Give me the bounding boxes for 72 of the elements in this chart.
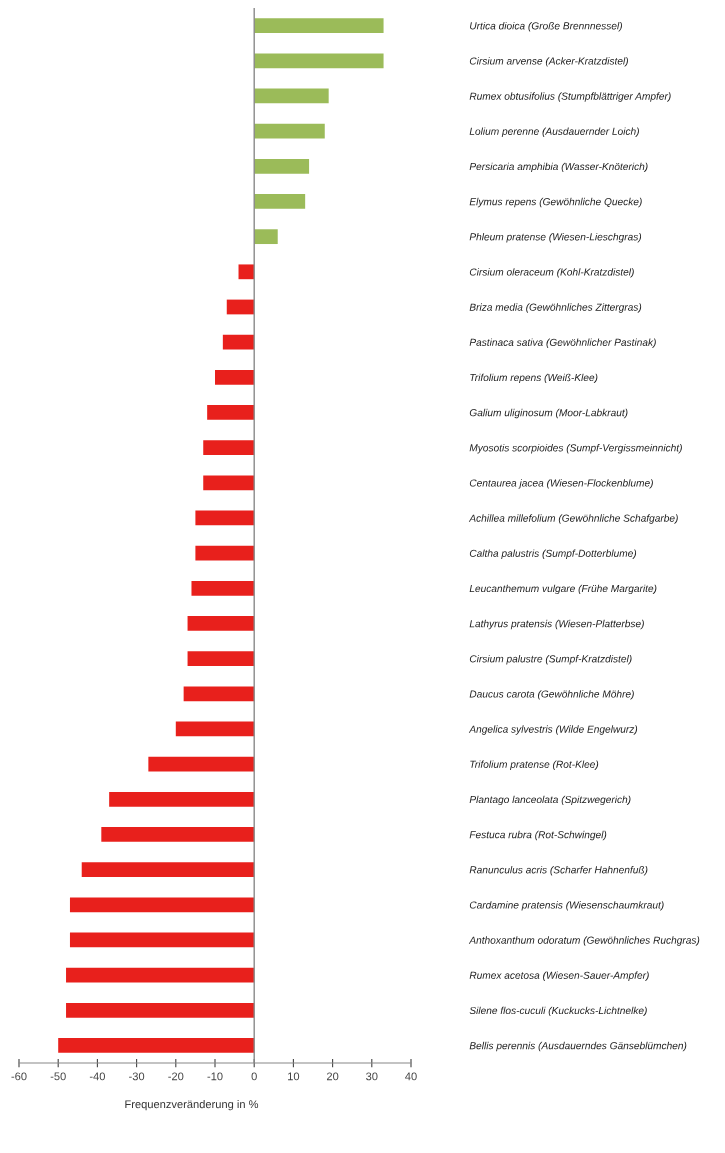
- x-tick-label: -40: [89, 1072, 105, 1081]
- y-tick-label: Phleum pratense (Wiesen-Lieschgras): [469, 232, 642, 243]
- bar: [58, 1038, 255, 1053]
- y-tick-label: Rumex acetosa (Wiesen-Sauer-Ampfer): [469, 971, 649, 981]
- bar: [66, 1002, 255, 1018]
- x-tick-label: -50: [50, 1072, 66, 1081]
- bar: [195, 510, 255, 526]
- bar: [254, 229, 278, 245]
- bar: [203, 440, 255, 456]
- x-tick-label: -30: [129, 1072, 145, 1081]
- bar: [66, 967, 255, 983]
- y-tick-label: Cirsium arvense (Acker-Kratzdistel): [469, 57, 628, 67]
- bar: [81, 862, 255, 878]
- y-tick-label: Anthoxanthum odoratum (Gewöhnliches Ruchgras): [468, 936, 700, 946]
- bar: [183, 686, 255, 702]
- bar: [191, 580, 255, 596]
- x-tick-label: 20: [326, 1072, 339, 1081]
- bar: [109, 791, 255, 807]
- y-tick-label: Lathyrus pratensis (Wiesen-Platterbse): [469, 619, 644, 630]
- y-tick-label: Urtica dioica (Große Brennnessel): [470, 21, 622, 32]
- y-tick-label: Elymus repens (Gewöhnliche Quecke): [469, 197, 642, 208]
- y-tick-label: Angelica sylvestris (Wilde Engelwurz): [468, 725, 638, 735]
- bar: [148, 756, 255, 772]
- y-tick-label: Bellis perennis (Ausdauerndes Gänseblümchen): [469, 1041, 687, 1052]
- y-tick-label: Rumex obtusifolius (Stumpfblättriger Ampfer): [469, 92, 671, 102]
- x-tick-label: -60: [11, 1072, 27, 1081]
- y-tick-label: Trifolium pratense (Rot-Klee): [470, 760, 599, 770]
- y-tick-label: Persicaria amphibia (Wasser-Knöterich): [469, 162, 648, 173]
- bar: [254, 88, 329, 104]
- x-axis-title: Frequenzveränderung in %: [125, 1099, 259, 1111]
- y-tick-label: Ranunculus acris (Scharfer Hahnenfuß): [469, 865, 648, 876]
- y-tick-label: Plantago lanceolata (Spitzwegerich): [469, 795, 631, 806]
- y-tick-label: Trifolium repens (Weiß-Klee): [470, 373, 598, 384]
- bar: [69, 897, 255, 913]
- bar: [175, 721, 255, 737]
- bar: [203, 475, 255, 491]
- bar: [195, 545, 255, 561]
- y-tick-label: Festuca rubra (Rot-Schwingel): [469, 830, 607, 841]
- y-tick-label: Daucus carota (Gewöhnliche Möhre): [469, 690, 634, 700]
- bar: [69, 932, 255, 948]
- bar: [187, 651, 255, 667]
- bar: [207, 405, 255, 420]
- y-tick-label: Cirsium palustre (Sumpf-Kratzdistel): [469, 654, 632, 665]
- x-tick-label: 10: [288, 1072, 300, 1081]
- bar: [254, 123, 325, 139]
- x-tick-label: 30: [366, 1072, 378, 1081]
- y-tick-label: Galium uliginosum (Moor-Labkraut): [469, 408, 628, 419]
- x-tick-label: -20: [168, 1072, 184, 1081]
- y-tick-label: Centaurea jacea (Wiesen-Flockenblume): [469, 479, 653, 489]
- y-tick-label: Silene flos-cuculi (Kuckucks-Lichtnelke): [469, 1006, 647, 1017]
- y-tick-label: Caltha palustris (Sumpf-Dotterblume): [469, 549, 637, 559]
- bar: [254, 194, 306, 209]
- x-tick-label: 0: [251, 1072, 257, 1081]
- y-tick-label: Achillea millefolium (Gewöhnliche Schafgarbe): [468, 514, 678, 524]
- bar: [254, 158, 310, 174]
- bar: [254, 18, 384, 34]
- y-tick-label: Briza media (Gewöhnliches Zittergras): [469, 303, 642, 313]
- x-tick-label: -10: [207, 1072, 223, 1081]
- bar: [238, 264, 255, 280]
- y-tick-label: Pastinaca sativa (Gewöhnlicher Pastinak): [469, 338, 656, 348]
- y-tick-label: Lolium perenne (Ausdauernder Loich): [469, 127, 639, 137]
- bar: [226, 299, 255, 315]
- bar: [222, 334, 255, 350]
- y-tick-label: Leucanthemum vulgare (Frühe Margarite): [469, 584, 657, 595]
- x-tick-label: 40: [405, 1072, 417, 1081]
- bar: [101, 827, 255, 842]
- y-tick-label: Cirsium oleraceum (Kohl-Kratzdistel): [469, 268, 634, 278]
- y-tick-label: Myosotis scorpioides (Sumpf-Vergissmeinnicht): [469, 443, 682, 454]
- bar: [187, 616, 255, 631]
- bar: [215, 369, 255, 385]
- y-tick-label: Cardamine pratensis (Wiesenschaumkraut): [469, 901, 664, 911]
- bar: [254, 53, 384, 69]
